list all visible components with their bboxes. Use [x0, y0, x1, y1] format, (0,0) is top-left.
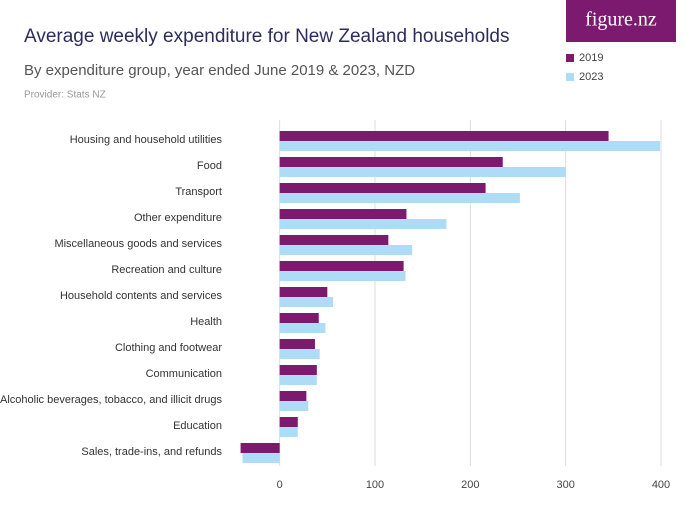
y-tick-label: Clothing and footwear	[115, 342, 222, 354]
bar	[279, 235, 389, 245]
chart-subtitle: By expenditure group, year ended June 20…	[24, 62, 415, 79]
bar	[279, 365, 317, 375]
x-tick-label: 200	[461, 479, 479, 491]
bar	[279, 183, 486, 193]
legend-swatch	[566, 73, 574, 81]
bar	[279, 141, 661, 151]
bar	[279, 219, 447, 229]
y-tick-label: Education	[173, 420, 222, 432]
provider: Provider: Stats NZ	[24, 90, 106, 101]
bar	[279, 193, 520, 203]
bar	[279, 271, 406, 281]
y-tick-label: Communication	[146, 368, 222, 380]
y-tick-label: Transport	[175, 186, 222, 198]
bar	[279, 375, 317, 385]
y-tick-label: Other expenditure	[134, 212, 222, 224]
bar	[279, 157, 503, 167]
bar	[279, 245, 413, 255]
chart-title: Average weekly expenditure for New Zeala…	[24, 26, 510, 47]
bar	[279, 401, 309, 411]
y-tick-label: Miscellaneous goods and services	[54, 238, 222, 250]
legend-label: 2023	[579, 71, 603, 83]
bar	[279, 323, 326, 333]
logo-box	[566, 0, 676, 42]
x-tick-label: 0	[277, 479, 283, 491]
bar	[279, 131, 609, 141]
y-tick-label: Alcoholic beverages, tobacco, and illici…	[0, 394, 222, 406]
bar	[279, 209, 407, 219]
bar	[279, 261, 404, 271]
bar	[279, 287, 328, 297]
y-tick-label: Recreation and culture	[111, 264, 222, 276]
x-tick-label: 400	[652, 479, 670, 491]
bar	[240, 443, 280, 453]
bar	[279, 427, 298, 437]
bar	[242, 453, 280, 463]
x-tick-label: 300	[556, 479, 574, 491]
legend-label: 2019	[579, 52, 603, 64]
x-tick-label: 100	[366, 479, 384, 491]
y-tick-label: Sales, trade-ins, and refunds	[81, 446, 222, 458]
y-tick-label: Food	[197, 160, 222, 172]
bar	[279, 417, 298, 427]
legend-swatch	[566, 54, 574, 62]
y-tick-label: Household contents and services	[60, 290, 223, 302]
bar	[279, 349, 320, 359]
logo[interactable]: figure.nz	[585, 9, 657, 31]
y-tick-label: Health	[190, 316, 222, 328]
y-tick-label: Housing and household utilities	[70, 134, 223, 146]
bar	[279, 167, 566, 177]
bar	[279, 339, 315, 349]
bar	[279, 313, 319, 323]
bar	[279, 297, 334, 307]
bar	[279, 391, 307, 401]
